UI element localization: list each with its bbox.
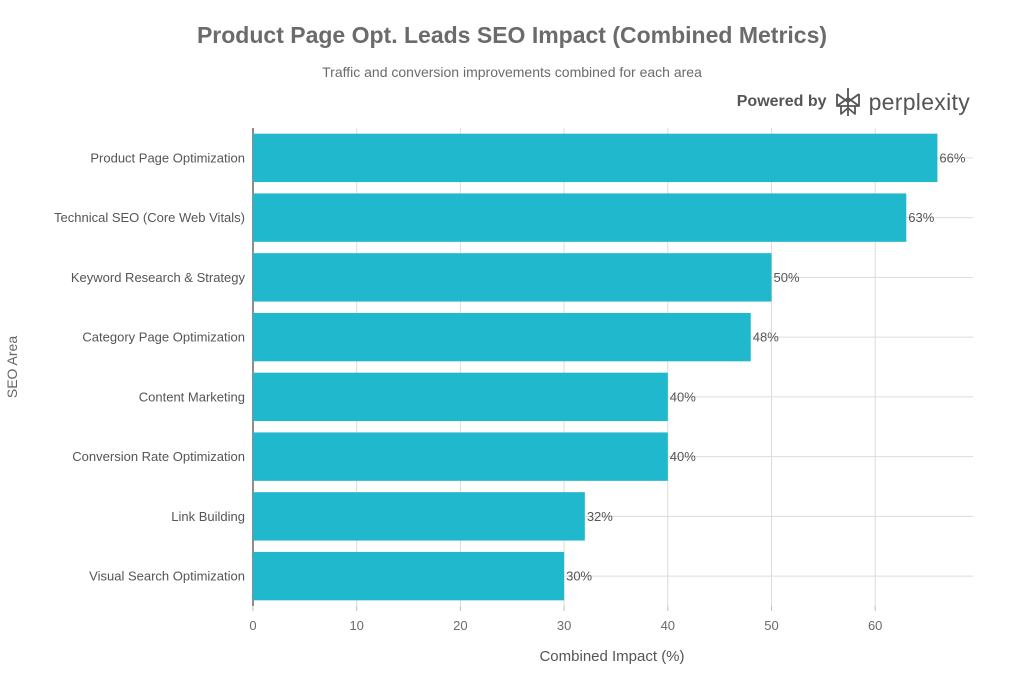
chart-title: Product Page Opt. Leads SEO Impact (Comb… bbox=[196, 22, 828, 48]
data-label: 30% bbox=[566, 569, 592, 584]
category-label: Visual Search Optimization bbox=[89, 569, 245, 584]
bar[interactable] bbox=[253, 253, 772, 302]
x-tick-label: 30 bbox=[557, 618, 571, 633]
x-tick-label: 50 bbox=[764, 618, 778, 633]
category-label: Technical SEO (Core Web Vitals) bbox=[54, 210, 245, 225]
x-tick-label: 20 bbox=[453, 618, 467, 633]
category-label: Category Page Optimization bbox=[82, 330, 245, 345]
x-axis-title: Combined Impact (%) bbox=[539, 648, 684, 665]
perplexity-wordmark: perplexity bbox=[868, 88, 970, 115]
data-label: 63% bbox=[908, 210, 934, 225]
bar[interactable] bbox=[253, 372, 668, 422]
data-label: 40% bbox=[670, 449, 696, 464]
bar[interactable] bbox=[253, 133, 938, 183]
category-label: Product Page Optimization bbox=[90, 150, 245, 165]
bar[interactable] bbox=[253, 312, 751, 362]
category-label: Link Building bbox=[171, 509, 245, 524]
data-label: 32% bbox=[587, 509, 613, 524]
bar[interactable] bbox=[253, 432, 668, 481]
data-label: 50% bbox=[774, 270, 800, 285]
bar[interactable] bbox=[253, 492, 585, 541]
powered-by-label: Powered by bbox=[736, 93, 827, 110]
data-label: 40% bbox=[670, 389, 696, 404]
bars bbox=[253, 133, 938, 601]
category-label: Keyword Research & Strategy bbox=[71, 270, 246, 285]
x-tick-label: 40 bbox=[661, 618, 675, 633]
labels: 0 10 20 30 40 50 60 Product Page Optimization 66… bbox=[54, 150, 966, 633]
x-tick-label: 0 bbox=[249, 618, 256, 633]
data-label: 66% bbox=[939, 150, 965, 165]
chart-subtitle: Traffic and conversion improvements comb… bbox=[322, 64, 702, 80]
bar[interactable] bbox=[253, 551, 565, 601]
category-label: Content Marketing bbox=[139, 389, 245, 404]
x-tick-label: 10 bbox=[349, 618, 363, 633]
category-label: Conversion Rate Optimization bbox=[72, 449, 245, 464]
powered-by-brand[interactable]: Powered by perplexity bbox=[737, 86, 970, 118]
x-tick-label: 60 bbox=[868, 618, 882, 633]
bar[interactable] bbox=[253, 193, 907, 242]
data-label: 48% bbox=[753, 330, 779, 345]
perplexity-logo-icon bbox=[835, 88, 860, 116]
